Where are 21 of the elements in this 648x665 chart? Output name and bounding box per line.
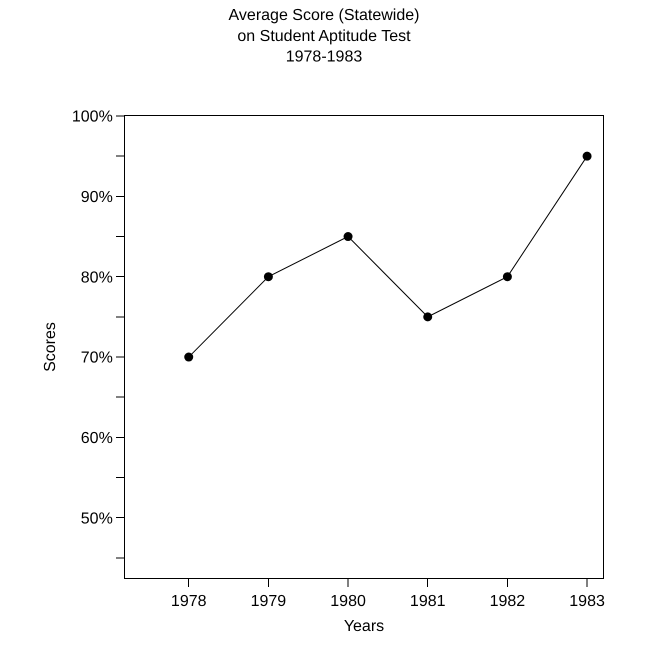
x-tick-label: 1979 <box>250 593 286 610</box>
chart-title: Average Score (Statewide) on Student Aptitude Test 1978-1983 <box>228 6 420 66</box>
point <box>264 272 273 282</box>
point <box>423 312 432 322</box>
x-tick-label: 1980 <box>330 593 366 610</box>
x-tick-label: 1983 <box>569 593 605 610</box>
x-tick-label: 1978 <box>170 593 207 610</box>
point <box>502 272 512 282</box>
y-tick-label: 100% <box>72 108 113 126</box>
y-tick-label: 50% <box>80 510 113 528</box>
point <box>184 352 194 362</box>
y-tick-label: 70% <box>80 350 113 367</box>
point <box>582 152 592 161</box>
point <box>344 232 353 242</box>
x-axis-title: Years <box>344 618 384 635</box>
x-tick-label: 1982 <box>490 593 526 610</box>
y-tick-label: 80% <box>80 269 113 286</box>
y-tick-label: 90% <box>80 188 113 206</box>
x-tick-label: 1981 <box>410 593 446 610</box>
y-axis-title: Scores <box>42 322 59 372</box>
y-tick-label: 60% <box>80 430 113 447</box>
